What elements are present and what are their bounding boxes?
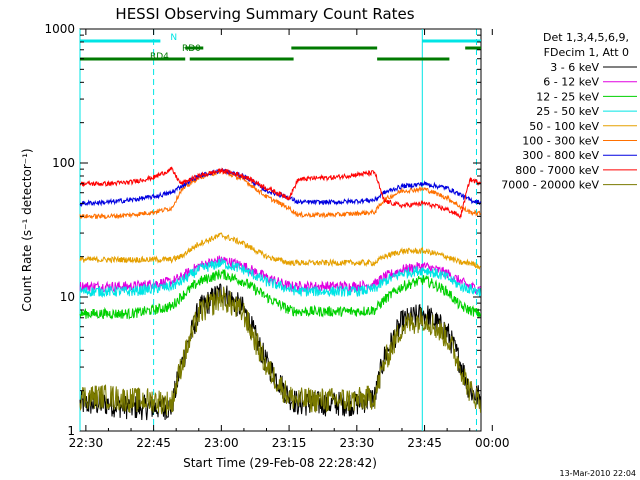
legend-label-8: 7000 - 20000 keV [501,179,599,192]
plot-frame [79,28,482,432]
x-tick-label-4: 23:30 [340,436,375,450]
y-tick-label-3: 1000 [44,22,75,36]
flag-n: N [80,33,481,43]
legend-label-6: 300 - 800 keV [522,149,599,162]
x-tick-label-5: 23:45 [407,436,442,450]
flag-rd0-label: RD0 [182,44,201,54]
y-axis-label: Count Rate (s⁻¹ detector⁻¹) [20,148,34,311]
legend-label-3: 25 - 50 keV [536,105,599,118]
legend-label-1: 6 - 12 keV [543,76,599,89]
y-axis-ticks: 1 10 100 1000 [44,22,481,438]
reference-lines [79,29,477,431]
y-tick-label-0: 1 [67,424,75,438]
legend-label-2: 12 - 25 keV [536,90,599,103]
chart-title: HESSI Observing Summary Count Rates [115,5,414,23]
series-line-8 [79,286,481,416]
flag-rd4-label: RD4 [150,52,169,62]
x-tick-label-0: 22:30 [69,436,104,450]
x-tick-label-1: 22:45 [136,436,171,450]
flag-n-label: N [170,33,177,43]
x-tick-label-3: 23:15 [272,436,307,450]
y-tick-label-1: 10 [60,290,75,304]
series-line-4 [79,232,481,270]
series-line-2 [79,268,481,320]
date-stamp: 13-Mar-2010 22:04 [560,469,637,478]
legend-label-5: 100 - 300 keV [522,135,599,148]
x-tick-label-2: 23:00 [204,436,239,450]
legend-label-4: 50 - 100 keV [529,120,599,133]
observing-flags: N RD0 RD4 [80,33,481,62]
plot-area: N RD0 RD4 22:30 22:45 23:00 23:15 23:30 23:45 00… [44,22,509,450]
x-tick-label-6: 00:00 [475,436,510,450]
series-line-6 [79,167,481,208]
y-tick-label-2: 100 [52,156,75,170]
x-axis-label: Start Time (29-Feb-08 22:28:42) [183,456,377,470]
series-line-7 [79,166,481,220]
series-layer [79,166,481,421]
flag-rd0: RD0 [182,44,481,54]
flag-rd4: RD4 [80,52,450,62]
legend-header-line-2: FDecim 1, Att 0 [544,46,629,59]
legend-label-0: 3 - 6 keV [550,61,599,74]
legend-header-line-1: Det 1,3,4,5,6,9, [543,31,629,44]
x-axis-ticks: 22:30 22:45 23:00 23:15 23:30 23:45 00:00 [69,29,510,450]
series-line-5 [79,168,481,220]
legend-label-7: 800 - 7000 keV [515,164,599,177]
series-line-3 [79,258,481,298]
legend: Det 1,3,4,5,6,9, FDecim 1, Att 0 3 - 6 k… [501,31,637,192]
